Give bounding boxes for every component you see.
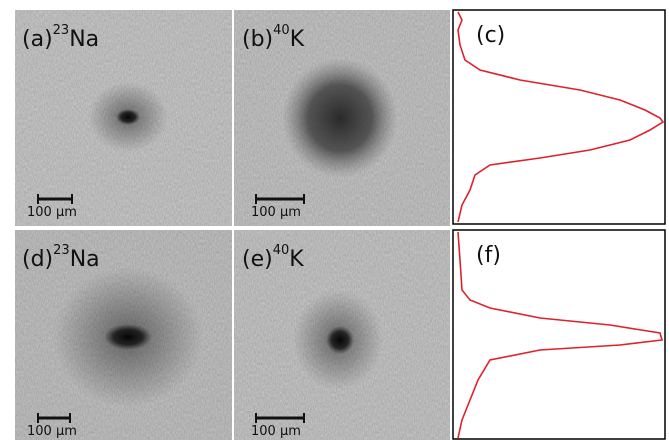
scale-bar-label: 100 µm (27, 205, 77, 220)
panel-label: (f) (476, 243, 501, 268)
panel-label: (e)40K (242, 243, 304, 272)
profile-frame (452, 9, 666, 225)
image-d (15, 230, 232, 440)
panel-label: (b)40K (242, 23, 305, 52)
scale-bar-label: 100 µm (251, 424, 301, 439)
image-a (15, 10, 232, 226)
panel-label: (a)23Na (22, 23, 99, 52)
image-e (234, 230, 450, 440)
profile-curve (457, 231, 664, 439)
profile-curve (457, 11, 665, 223)
image-b (234, 10, 450, 226)
panel-label: (c) (476, 23, 505, 48)
panel-label: (d)23Na (22, 243, 100, 272)
scale-bar-label: 100 µm (251, 205, 301, 220)
scale-bar-label: 100 µm (27, 424, 77, 439)
profile-frame (452, 229, 666, 440)
scale-bar (37, 194, 305, 423)
